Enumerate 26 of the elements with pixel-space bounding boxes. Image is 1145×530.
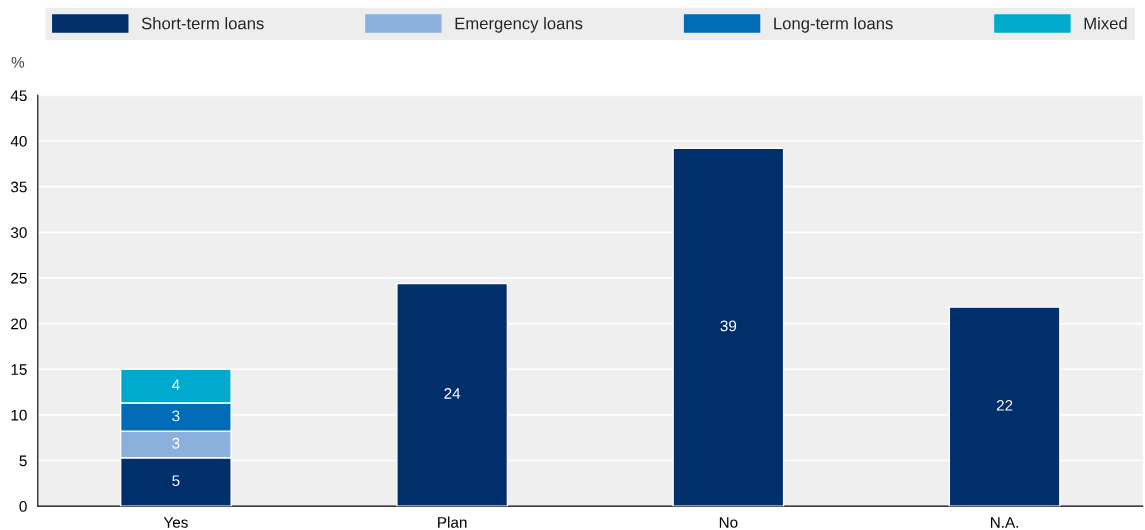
legend-label: Long-term loans — [774, 17, 893, 33]
data-label: 22 — [996, 399, 1013, 411]
y-axis-title: % — [11, 56, 25, 68]
y-tick-label: 0 — [19, 501, 27, 512]
y-tick-label: 45 — [10, 90, 27, 102]
data-label: 4 — [172, 379, 180, 391]
y-tick-label: 40 — [10, 135, 27, 147]
x-tick-label: Yes — [163, 517, 188, 528]
y-tick-label: 10 — [11, 409, 27, 421]
data-label: 5 — [172, 475, 180, 487]
y-tick-label: 30 — [10, 227, 27, 238]
y-tick-label: 15 — [11, 364, 27, 375]
legend-label: Short-term loans — [141, 17, 264, 30]
y-tick-label: 20 — [11, 318, 27, 330]
data-label: 24 — [444, 388, 461, 399]
data-label: 3 — [172, 437, 180, 449]
x-tick-label: No — [719, 517, 738, 528]
y-tick-label: 25 — [11, 272, 27, 284]
y-tick-label: 35 — [10, 181, 27, 193]
x-tick-label: N.A. — [990, 517, 1019, 528]
legend-label: Emergency loans — [455, 17, 583, 33]
y-tick-label: 5 — [19, 455, 27, 467]
data-label: 3 — [172, 410, 180, 422]
x-tick-label: Plan — [438, 516, 467, 528]
data-label: 39 — [720, 320, 737, 332]
legend-label: Mixed — [1084, 17, 1127, 30]
